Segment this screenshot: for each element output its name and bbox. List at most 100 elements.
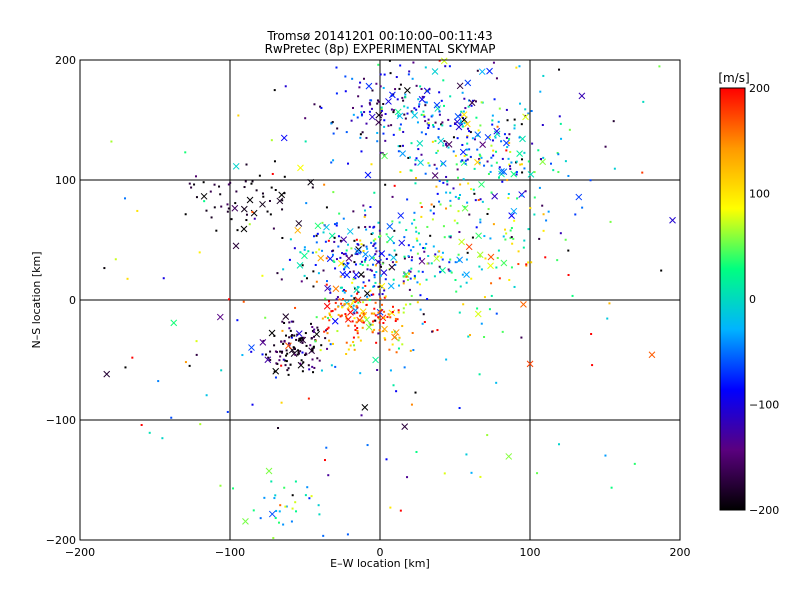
data-point-dot bbox=[442, 79, 445, 82]
data-point-cross bbox=[364, 171, 372, 179]
data-point-dot bbox=[317, 329, 320, 332]
data-point-dot bbox=[480, 322, 483, 325]
data-point-dot bbox=[324, 240, 327, 243]
data-point-dot bbox=[361, 319, 364, 322]
data-point-cross bbox=[454, 113, 462, 120]
data-point-dot bbox=[341, 306, 344, 309]
data-point-dot bbox=[327, 474, 330, 477]
data-point-cross bbox=[332, 285, 340, 293]
data-point-dot bbox=[396, 318, 399, 321]
data-point-dot bbox=[267, 356, 270, 359]
data-point-dot bbox=[462, 178, 465, 181]
data-point-dot bbox=[372, 293, 375, 296]
data-point-dot bbox=[331, 309, 334, 312]
data-point-dot bbox=[357, 243, 360, 246]
data-point-dot bbox=[408, 288, 411, 291]
data-point-dot bbox=[459, 114, 462, 117]
data-point-cross bbox=[493, 127, 501, 135]
data-point-dot bbox=[449, 236, 452, 239]
data-point-dot bbox=[313, 235, 316, 238]
data-point-dot bbox=[490, 144, 493, 147]
data-point-dot bbox=[383, 310, 386, 313]
data-point-dot bbox=[342, 253, 345, 256]
data-point-dot bbox=[610, 486, 613, 489]
data-point-dot bbox=[344, 75, 347, 78]
data-point-dot bbox=[461, 125, 464, 128]
data-point-dot bbox=[336, 330, 339, 333]
data-point-cross bbox=[362, 250, 369, 258]
data-point-cross bbox=[354, 296, 362, 304]
data-point-dot bbox=[510, 236, 513, 239]
data-point-dot bbox=[510, 161, 513, 164]
data-point-dot bbox=[285, 349, 288, 352]
data-point-dot bbox=[538, 237, 541, 240]
data-point-cross bbox=[356, 316, 364, 324]
data-point-dot bbox=[393, 249, 396, 252]
data-point-dot bbox=[335, 224, 338, 227]
data-point-dot bbox=[521, 171, 524, 174]
data-point-dot bbox=[471, 99, 474, 102]
data-point-cross bbox=[375, 111, 383, 119]
data-point-dot bbox=[463, 155, 466, 158]
data-point-dot bbox=[448, 65, 451, 68]
data-point-dot bbox=[336, 127, 339, 130]
data-point-dot bbox=[364, 257, 367, 260]
data-point-dot bbox=[269, 213, 272, 216]
data-point-dot bbox=[436, 329, 439, 332]
data-point-dot bbox=[374, 253, 377, 256]
data-point-cross bbox=[232, 162, 240, 170]
data-point-cross bbox=[461, 204, 469, 212]
data-point-dot bbox=[345, 131, 348, 134]
data-point-dot bbox=[110, 140, 113, 143]
data-point-dot bbox=[352, 300, 355, 303]
data-point-dot bbox=[518, 65, 521, 68]
data-point-dot bbox=[424, 247, 427, 250]
data-point-cross bbox=[491, 192, 499, 200]
data-point-dot bbox=[498, 107, 501, 110]
data-point-dot bbox=[403, 257, 406, 260]
data-point-dot bbox=[362, 275, 365, 278]
data-point-dot bbox=[443, 140, 446, 143]
data-point-dot bbox=[409, 303, 412, 306]
data-point-dot bbox=[449, 270, 452, 273]
data-point-dot bbox=[362, 244, 365, 247]
data-point-dot bbox=[333, 260, 336, 263]
data-point-cross bbox=[416, 140, 424, 147]
data-point-dot bbox=[496, 256, 499, 259]
data-point-dot bbox=[402, 307, 405, 310]
data-point-dot bbox=[319, 105, 322, 108]
data-point-dot bbox=[498, 166, 501, 169]
data-point-dot bbox=[533, 196, 536, 199]
data-point-dot bbox=[450, 271, 453, 274]
data-point-dot bbox=[352, 113, 355, 116]
data-point-dot bbox=[294, 501, 297, 504]
data-point-dot bbox=[427, 162, 430, 165]
data-point-dot bbox=[332, 159, 335, 162]
data-point-dot bbox=[509, 167, 512, 170]
data-point-dot bbox=[349, 344, 352, 347]
data-point-dot bbox=[388, 348, 391, 351]
data-point-dot bbox=[195, 196, 198, 199]
data-point-dot bbox=[385, 458, 388, 461]
data-point-dot bbox=[299, 362, 302, 365]
data-point-dot bbox=[209, 190, 212, 193]
data-point-dot bbox=[490, 282, 493, 285]
data-point-dot bbox=[234, 202, 237, 205]
data-point-dot bbox=[488, 308, 491, 311]
data-point-dot bbox=[641, 171, 644, 174]
data-point-dot bbox=[387, 313, 390, 316]
data-point-cross bbox=[399, 150, 407, 158]
data-point-dot bbox=[350, 119, 353, 122]
data-point-dot bbox=[282, 268, 285, 271]
data-point-dot bbox=[341, 286, 344, 289]
data-point-dot bbox=[356, 292, 359, 295]
data-point-dot bbox=[354, 252, 357, 255]
data-point-dot bbox=[205, 209, 208, 212]
data-point-dot bbox=[609, 220, 612, 223]
data-point-dot bbox=[420, 206, 423, 209]
data-point-cross bbox=[476, 251, 484, 259]
data-point-dot bbox=[343, 291, 346, 294]
data-point-cross bbox=[431, 68, 439, 75]
data-point-dot bbox=[282, 342, 285, 345]
data-point-dot bbox=[438, 180, 441, 183]
